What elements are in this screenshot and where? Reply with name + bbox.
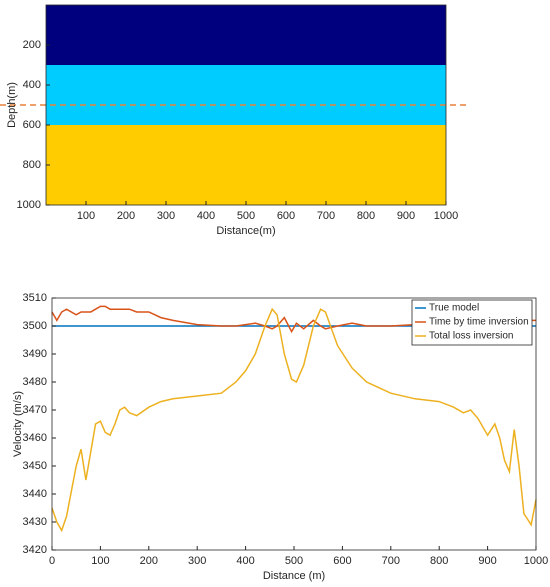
y-tick-label: 3430: [23, 516, 47, 528]
x-tick-label: 700: [317, 210, 335, 222]
y-tick-label: 3480: [23, 376, 47, 388]
x-tick-label: 500: [237, 210, 255, 222]
layer: [46, 65, 446, 125]
x-tick-label: 800: [357, 210, 375, 222]
series-line: [51, 307, 537, 533]
x-axis-label: Distance(m): [216, 225, 275, 237]
x-tick-label: 800: [430, 555, 448, 567]
y-tick-label: 200: [23, 39, 41, 51]
x-tick-label: 100: [77, 210, 95, 222]
y-tick-label: 3470: [23, 404, 47, 416]
x-tick-label: 1000: [434, 210, 458, 222]
x-tick-label: 100: [91, 555, 109, 567]
y-tick-label: 3460: [23, 432, 47, 444]
x-tick-label: 200: [140, 555, 158, 567]
y-tick-label: 3510: [23, 292, 47, 304]
x-tick-label: 500: [285, 555, 303, 567]
y-tick-label: 3450: [23, 460, 47, 472]
x-tick-label: 600: [277, 210, 295, 222]
x-tick-label: 900: [397, 210, 415, 222]
x-tick-label: 200: [117, 210, 135, 222]
x-tick-label: 1000: [524, 555, 548, 567]
y-tick-label: 3420: [23, 544, 47, 556]
y-axis-label: Depth(m): [6, 82, 18, 128]
x-tick-label: 400: [236, 555, 254, 567]
legend-label: True model: [429, 303, 479, 314]
y-tick-label: 400: [23, 79, 41, 91]
x-tick-label: 300: [188, 555, 206, 567]
legend-label: Total loss inversion: [429, 331, 513, 342]
legend-label: Time by time inversion: [429, 317, 529, 328]
y-tick-label: 800: [23, 159, 41, 171]
y-tick-label: 600: [23, 119, 41, 131]
y-axis-label: Velocity (m/s): [12, 391, 24, 457]
x-tick-label: 700: [382, 555, 400, 567]
y-tick-label: 3490: [23, 348, 47, 360]
legend-box: [411, 299, 533, 346]
x-tick-label: 0: [49, 555, 55, 567]
x-tick-label: 300: [157, 210, 175, 222]
x-axis-label: Distance (m): [263, 570, 325, 582]
y-tick-label: 3440: [23, 488, 47, 500]
layer: [46, 5, 446, 65]
layer: [46, 125, 446, 205]
y-tick-label: 1000: [17, 199, 41, 211]
x-tick-label: 400: [197, 210, 215, 222]
x-tick-label: 600: [333, 555, 351, 567]
y-tick-label: 3500: [23, 320, 47, 332]
x-tick-label: 900: [478, 555, 496, 567]
